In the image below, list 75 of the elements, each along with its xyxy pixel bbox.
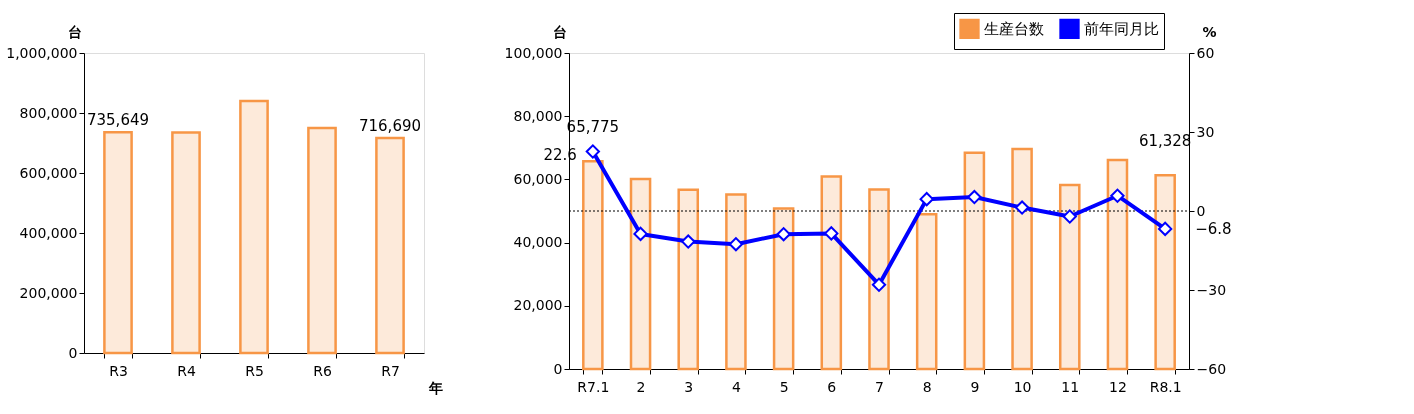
- bar: [239, 99, 269, 355]
- y-tick-label: 80,000: [513, 107, 563, 124]
- y-axis-title: 台: [552, 23, 567, 40]
- bar: [171, 131, 201, 355]
- bar: [868, 188, 890, 371]
- y-tick-label: 0: [68, 344, 78, 361]
- bar: [103, 131, 133, 355]
- y2-tick-label: 30: [1196, 123, 1215, 140]
- point: [728, 237, 744, 252]
- bar: [1058, 183, 1081, 371]
- legend-label: 前年同月比: [1084, 19, 1159, 38]
- data-label: −6.8: [1195, 219, 1232, 238]
- x-tick-label: R7: [381, 362, 400, 379]
- bar: [725, 193, 747, 371]
- x-tick-label: 8: [922, 378, 932, 395]
- y2-tick-label: 0: [1196, 202, 1206, 219]
- point: [967, 189, 982, 205]
- bar: [1154, 173, 1176, 371]
- point: [824, 226, 839, 241]
- bar: [582, 159, 604, 371]
- y-tick-label: 40,000: [513, 234, 563, 251]
- x-tick-label: 12: [1109, 378, 1127, 395]
- point: [919, 192, 934, 207]
- point: [1014, 200, 1030, 215]
- y-axis-title: 台: [67, 23, 82, 40]
- point: [871, 277, 887, 292]
- x-axis-title: 年: [427, 379, 443, 396]
- bar: [375, 136, 405, 355]
- y2-tick-label: −30: [1196, 281, 1227, 298]
- y2-tick-label: −60: [1196, 360, 1227, 377]
- point: [1158, 221, 1173, 237]
- bar: [963, 151, 986, 371]
- x-tick-label: 7: [875, 378, 884, 395]
- x-tick-label: R4: [177, 362, 196, 379]
- y-tick-label: 400,000: [19, 224, 78, 241]
- y-tick-label: 0: [553, 360, 563, 377]
- point: [633, 226, 648, 242]
- point: [681, 234, 696, 249]
- x-tick-label: R6: [313, 362, 332, 379]
- bar: [677, 188, 700, 371]
- y-tick-label: 200,000: [19, 284, 78, 301]
- point: [1062, 209, 1077, 224]
- y2-axis-title: %: [1202, 23, 1217, 40]
- y-tick-label: 600,000: [19, 164, 78, 181]
- data-label: 716,690: [358, 116, 422, 135]
- x-tick-label: 10: [1013, 378, 1032, 395]
- bar: [307, 126, 337, 355]
- x-tick-label: R8.1: [1149, 378, 1182, 395]
- bar: [820, 175, 843, 371]
- y-tick-label: 100,000: [504, 44, 563, 61]
- x-tick-label: 2: [636, 378, 646, 395]
- data-label: 735,649: [86, 111, 150, 130]
- y-tick-label: 800,000: [19, 104, 78, 121]
- bar: [629, 177, 652, 371]
- x-tick-label: 5: [779, 378, 789, 395]
- x-tick-label: 3: [684, 378, 694, 395]
- x-tick-label: 9: [970, 378, 980, 395]
- y-tick-label: 20,000: [513, 297, 563, 314]
- point: [1110, 188, 1125, 203]
- point: [776, 227, 791, 242]
- y-tick-label: 60,000: [513, 170, 563, 187]
- y2-tick-label: 60: [1196, 44, 1215, 61]
- x-tick-label: 4: [731, 378, 741, 395]
- x-tick-label: 6: [827, 378, 837, 395]
- x-tick-label: R5: [245, 362, 264, 379]
- x-tick-label: R3: [109, 362, 128, 379]
- bar: [1106, 158, 1129, 371]
- y-tick-label: 1,000,000: [6, 44, 78, 61]
- legend-label: 生産台数: [984, 19, 1044, 38]
- bar: [915, 212, 938, 371]
- point: [585, 144, 600, 159]
- bar: [772, 207, 795, 371]
- bar: [1011, 147, 1033, 371]
- x-tick-label: 11: [1061, 378, 1080, 395]
- x-tick-label: R7.1: [577, 378, 610, 395]
